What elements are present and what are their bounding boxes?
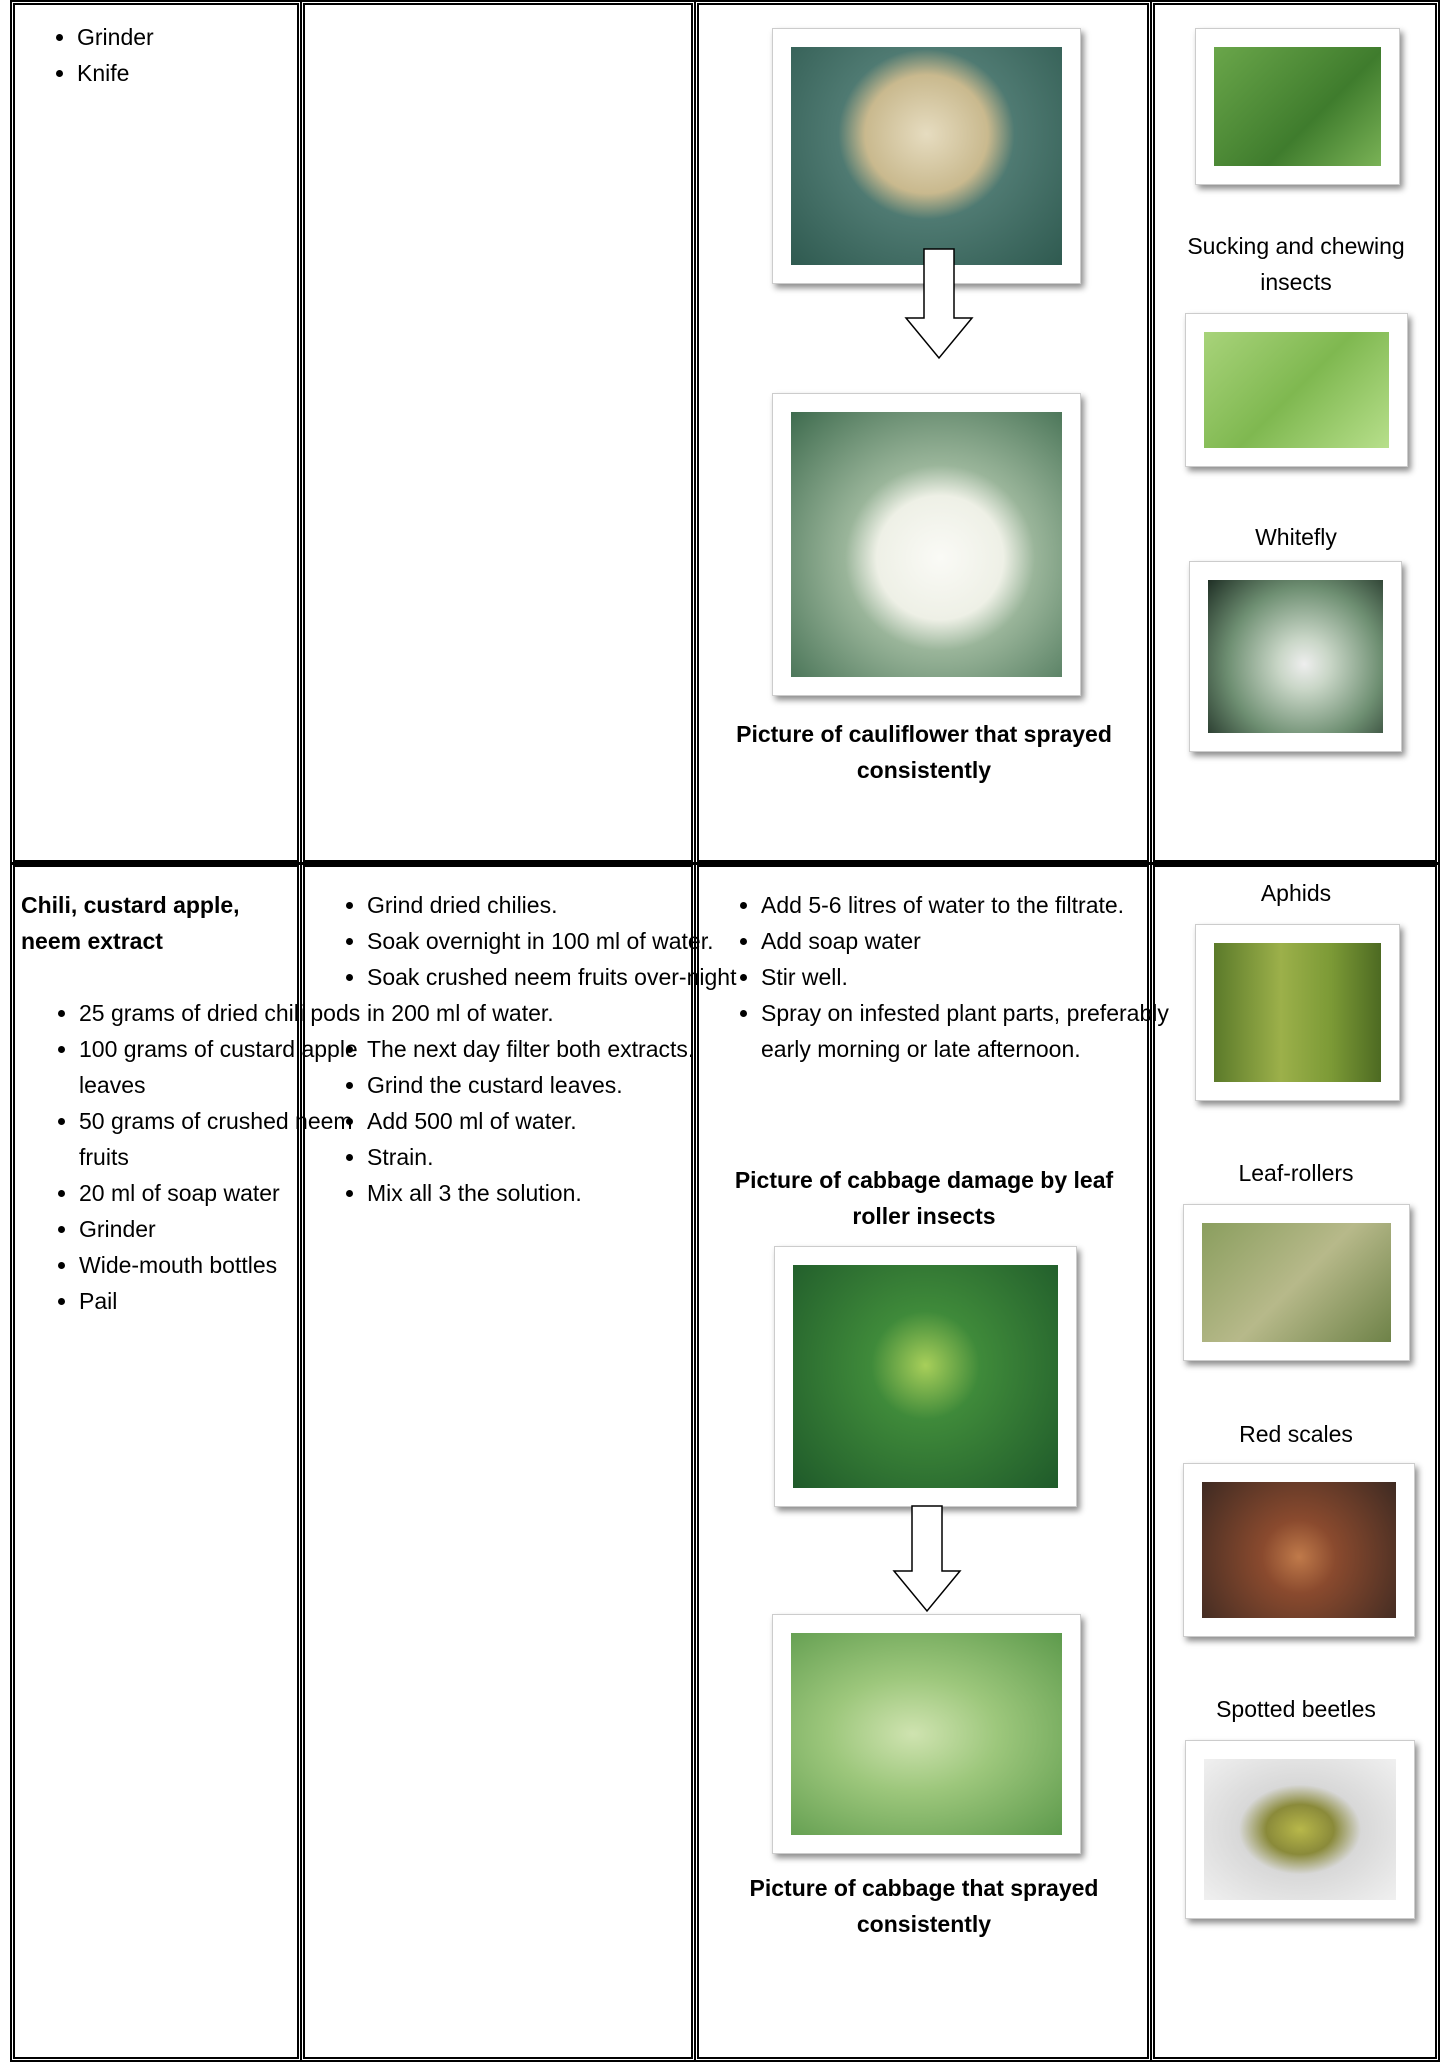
- list-item: Add 5-6 litres of water to the filtrate.: [761, 887, 1207, 923]
- list-item: Grinder: [77, 19, 357, 55]
- list-item: Pail: [79, 1283, 389, 1319]
- application-list: Add 5-6 litres of water to the filtrate.…: [699, 887, 1207, 1067]
- list-item: Grind the custard leaves.: [367, 1067, 747, 1103]
- photo: [772, 28, 1081, 284]
- table-cell: Grind dried chilies.Soak overnight in 10…: [300, 862, 736, 2062]
- list-item: Strain.: [367, 1139, 747, 1175]
- photo: [1185, 1740, 1415, 1919]
- photo: [1185, 313, 1408, 467]
- photo: [1195, 924, 1400, 1101]
- pest-label: Whitefly: [1255, 524, 1337, 550]
- photo: [772, 1614, 1081, 1854]
- list-item: Soak overnight in 100 ml of water.: [367, 923, 747, 959]
- photo: [1195, 28, 1400, 185]
- list-item: Soak crushed neem fruits over-night in 2…: [367, 959, 747, 1031]
- pest-label: Spotted beetles: [1216, 1696, 1376, 1722]
- arrow: [904, 248, 974, 360]
- recipe-title: Chili, custard apple, neem extract: [21, 892, 240, 954]
- list-item: 50 grams of crushed neem fruits: [79, 1103, 389, 1175]
- caption: Picture of cabbage damage by leaf roller…: [734, 1167, 1114, 1229]
- pest-label: Red scales: [1239, 1421, 1353, 1447]
- photo: [774, 1246, 1077, 1507]
- list-item: 100 grams of custard apple leaves: [79, 1031, 389, 1103]
- list-item: 20 ml of soap water: [79, 1175, 389, 1211]
- list-item: Knife: [77, 55, 357, 91]
- materials-list: GrinderKnife: [15, 19, 357, 91]
- pest-label: Sucking and chewing insects: [1187, 233, 1405, 295]
- materials-list: 25 grams of dried chili pods100 grams of…: [0, 995, 389, 1319]
- pest-label: Aphids: [1260, 880, 1332, 906]
- photo: [772, 393, 1081, 696]
- list-item: Mix all 3 the solution.: [367, 1175, 747, 1211]
- list-item: The next day filter both extracts.: [367, 1031, 747, 1067]
- procedure-list: Grind dried chilies.Soak overnight in 10…: [305, 887, 747, 1211]
- list-item: Grind dried chilies.: [367, 887, 747, 923]
- table-cell: GrinderKnife: [10, 0, 302, 865]
- arrow: [892, 1505, 962, 1613]
- list-item: Wide-mouth bottles: [79, 1247, 389, 1283]
- list-item: Add soap water: [761, 923, 1207, 959]
- photo: [1183, 1463, 1415, 1637]
- photo: [1189, 561, 1402, 752]
- list-item: Grinder: [79, 1211, 389, 1247]
- table-cell: [300, 0, 696, 865]
- table-cell: Chili, custard apple, neem extract 25 gr…: [10, 862, 360, 2062]
- list-item: Stir well.: [761, 959, 1207, 995]
- photo: [1183, 1204, 1410, 1361]
- list-item: Add 500 ml of water.: [367, 1103, 747, 1139]
- caption: Picture of cabbage that sprayed consiste…: [749, 1875, 1099, 1937]
- pest-label: Leaf-rollers: [1238, 1160, 1354, 1186]
- list-item: 25 grams of dried chili pods: [79, 995, 389, 1031]
- list-item: Spray on infested plant parts, preferabl…: [761, 995, 1207, 1067]
- caption: Picture of cauliflower that sprayed cons…: [736, 721, 1112, 783]
- page: GrinderKnife Chili, custard apple, neem …: [0, 0, 1450, 1975]
